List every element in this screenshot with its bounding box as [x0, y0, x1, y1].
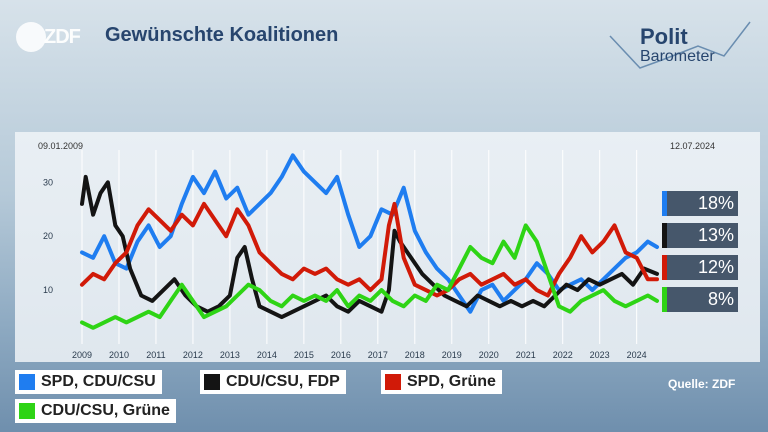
badge-cdu-fdp-value: 13% — [697, 225, 734, 245]
x-tick-label: 2017 — [368, 350, 388, 360]
zdf-logo: ZDF — [16, 22, 81, 52]
badge-spd-cdu: 18% — [662, 191, 738, 216]
legend-spd-cdu: SPD, CDU/CSU — [15, 370, 162, 394]
x-tick-label: 2016 — [331, 350, 351, 360]
badge-cdu-gruene-value: 8% — [707, 289, 734, 309]
x-tick-label: 2023 — [590, 350, 610, 360]
source-label: Quelle: ZDF — [668, 377, 736, 391]
badge-cdu-gruene: 8% — [662, 287, 738, 312]
politbarometer-logo: Polit Barometer — [606, 16, 756, 76]
legend-spd-gruene: SPD, Grüne — [381, 370, 502, 394]
legend-cdu-gruene: CDU/CSU, Grüne — [15, 399, 176, 423]
y-tick-label: 20 — [43, 231, 53, 241]
coalition-line-chart: 2009 2010 2011 2012 2013 2014 2015 2016 2017 2018… — [43, 150, 659, 360]
x-tick-label: 2015 — [294, 350, 314, 360]
x-tick-label: 2020 — [479, 350, 499, 360]
badge-spd-cdu-value: 18% — [697, 193, 734, 213]
x-tick-label: 2018 — [405, 350, 425, 360]
series-line-1 — [80, 174, 659, 320]
badge-spd-gruene-stripe — [662, 255, 667, 280]
x-tick-label: 2014 — [257, 350, 277, 360]
chart-panel: 2009 2010 2011 2012 2013 2014 2015 2016 2017 2018… — [15, 132, 760, 362]
zdf-logo-text: ZDF — [44, 26, 81, 48]
legend-cdu-fdp-label: CDU/CSU, FDP — [226, 373, 340, 390]
badge-cdu-fdp: 13% — [662, 223, 738, 248]
series-line-2 — [80, 201, 659, 298]
legend-cdu-fdp-swatch — [204, 374, 220, 390]
badge-spd-gruene-value: 12% — [697, 257, 734, 277]
legend-cdu-gruene-swatch — [19, 403, 35, 419]
x-tick-label: 2010 — [109, 350, 129, 360]
legend-spd-gruene-swatch — [385, 374, 401, 390]
x-tick-label: 2013 — [220, 350, 240, 360]
x-tick-label: 2024 — [627, 350, 647, 360]
y-tick-label: 10 — [43, 285, 53, 295]
badge-spd-cdu-stripe — [662, 191, 667, 216]
legend-cdu-gruene-label: CDU/CSU, Grüne — [41, 402, 170, 419]
series-line-3 — [80, 223, 659, 330]
y-tick-label: 30 — [43, 177, 53, 187]
x-tick-label: 2022 — [553, 350, 573, 360]
x-tick-label: 2019 — [442, 350, 462, 360]
legend-spd-cdu-label: SPD, CDU/CSU — [41, 373, 156, 390]
x-tick-label: 2009 — [72, 350, 92, 360]
x-tick-label: 2011 — [146, 350, 165, 360]
legend-spd-gruene-label: SPD, Grüne — [407, 373, 496, 390]
end-date-label: 12.07.2024 — [670, 141, 716, 151]
politbarometer-logo-line1: Polit — [640, 24, 688, 49]
zdf-logo-disk — [16, 22, 46, 52]
politbarometer-logo-line2: Barometer — [640, 48, 715, 65]
legend-cdu-fdp: CDU/CSU, FDP — [200, 370, 346, 394]
x-tick-label: 2021 — [516, 350, 536, 360]
badge-spd-gruene: 12% — [662, 255, 738, 280]
start-date-label: 09.01.2009 — [38, 141, 84, 151]
politbarometer-logo-graphic — [609, 21, 751, 69]
page-title: Gewünschte Koalitionen — [105, 24, 339, 46]
legend-spd-cdu-swatch — [19, 374, 35, 390]
x-tick-label: 2012 — [183, 350, 203, 360]
badge-cdu-fdp-stripe — [662, 223, 667, 248]
badge-cdu-gruene-stripe — [662, 287, 667, 312]
